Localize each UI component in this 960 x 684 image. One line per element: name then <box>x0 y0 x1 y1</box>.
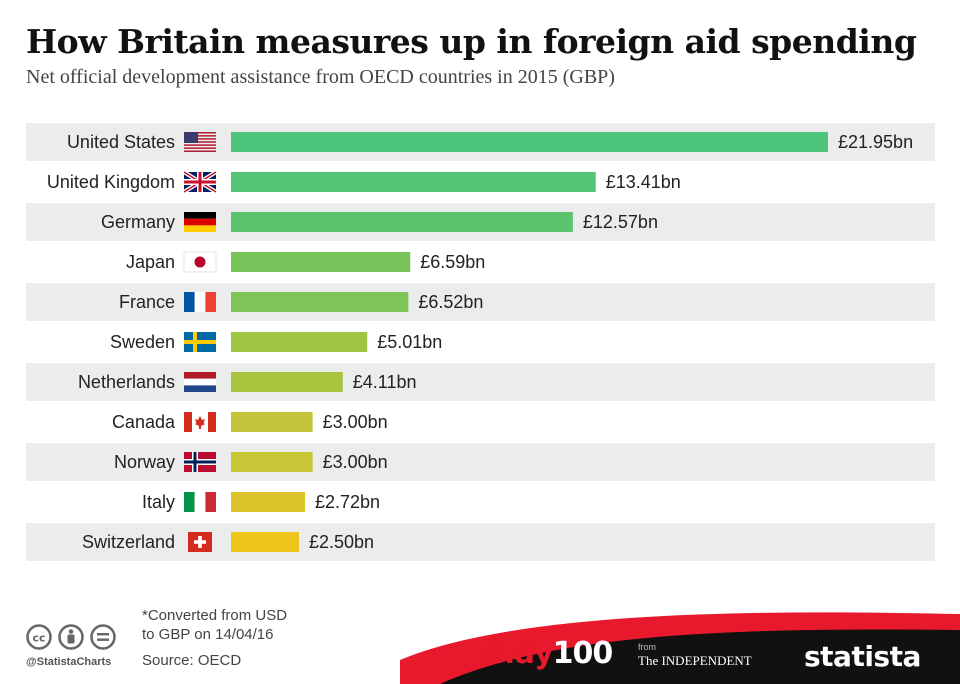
flag-part <box>184 378 216 386</box>
value-label: £6.59bn <box>420 252 485 272</box>
row-band <box>26 443 935 481</box>
note-line-2: to GBP on 14/04/16 <box>142 626 274 643</box>
sweden-flag-icon <box>184 332 216 352</box>
bar <box>231 492 305 512</box>
france-flag-icon <box>184 292 216 312</box>
flag-part <box>184 132 198 143</box>
category-label: Germany <box>101 212 175 232</box>
bar <box>231 452 313 472</box>
value-label: £13.41bn <box>606 172 681 192</box>
flag-part <box>184 372 216 379</box>
row-band <box>26 523 935 561</box>
value-label: £4.11bn <box>353 372 417 392</box>
statista-logo: statista <box>804 640 921 673</box>
indy-logo-number: 100 <box>552 636 614 671</box>
japan-flag-icon <box>183 251 217 273</box>
us-flag-icon <box>184 132 216 152</box>
flag-part <box>184 135 216 137</box>
flag-part <box>184 412 192 432</box>
germany-flag-icon <box>184 212 216 232</box>
indy100-logo: indy100 <box>484 636 614 671</box>
value-label: £2.72bn <box>315 492 380 512</box>
flag-part <box>184 218 216 226</box>
value-label: £21.95bn <box>838 132 913 152</box>
svg-text:cc: cc <box>32 632 45 645</box>
flag-part <box>184 492 195 512</box>
flag-part <box>184 460 216 464</box>
flag-part <box>184 292 195 312</box>
bar <box>231 412 313 432</box>
netherlands-flag-icon <box>184 372 216 392</box>
flag-part <box>194 256 206 268</box>
category-label: Italy <box>142 492 175 512</box>
flag-part <box>184 212 216 219</box>
flag-part <box>184 225 216 232</box>
from-label: from <box>638 642 656 652</box>
category-label: United States <box>67 132 175 152</box>
flag-part <box>184 144 216 146</box>
italy-flag-icon <box>184 492 216 512</box>
statista-handle: @StatistaCharts <box>26 656 112 668</box>
flag-part <box>184 180 216 184</box>
category-label: Norway <box>114 452 175 472</box>
category-label: Switzerland <box>82 532 175 552</box>
bar <box>231 212 573 232</box>
row-band <box>26 283 935 321</box>
brand-band <box>400 612 960 684</box>
value-label: £3.00bn <box>323 452 388 472</box>
value-label: £2.50bn <box>309 532 374 552</box>
norway-flag-icon <box>184 452 216 472</box>
indy-logo-text: indy <box>484 636 554 671</box>
conversion-note: *Converted from USD to GBP on 14/04/16 <box>142 606 287 644</box>
category-label: Canada <box>112 412 176 432</box>
independent-logo: The INDEPENDENT <box>638 653 752 668</box>
chart-title: How Britain measures up in foreign aid s… <box>26 22 917 61</box>
flag-part <box>205 492 216 512</box>
flag-part <box>184 147 216 149</box>
category-label: Sweden <box>110 332 175 352</box>
flag-part <box>194 540 206 544</box>
bar <box>231 172 596 192</box>
bar <box>231 132 828 152</box>
uk-flag-icon <box>182 170 218 194</box>
flag-part <box>184 150 216 152</box>
bar <box>231 252 411 272</box>
bar <box>231 332 368 352</box>
switzerland-flag-icon <box>188 532 212 552</box>
flag-part <box>184 132 216 134</box>
bar <box>231 532 299 552</box>
value-label: £6.52bn <box>418 292 483 312</box>
flag-part <box>195 416 205 429</box>
bar-chart: United States £21.95bn United Kingdom £13.4… <box>26 123 935 561</box>
value-label: £3.00bn <box>323 412 388 432</box>
category-label: France <box>119 292 175 312</box>
chart-subtitle: Net official development assistance from… <box>26 66 615 88</box>
canada-flag-icon <box>184 412 216 432</box>
flag-part <box>194 492 206 512</box>
flag-part <box>184 340 216 344</box>
flag-part <box>184 138 216 140</box>
value-label: £12.57bn <box>583 212 658 232</box>
note-line-1: *Converted from USD <box>142 607 288 624</box>
bar <box>231 372 343 392</box>
value-label: £5.01bn <box>377 332 442 352</box>
flag-part <box>184 385 216 392</box>
category-label: United Kingdom <box>47 172 175 192</box>
flag-part <box>205 292 216 312</box>
flag-part <box>194 292 206 312</box>
bar <box>231 292 409 312</box>
flag-part <box>208 412 216 432</box>
source-label: Source: OECD <box>142 652 242 669</box>
category-label: Netherlands <box>78 372 175 392</box>
flag-part <box>184 141 216 143</box>
creative-commons-icons: cc <box>26 624 116 650</box>
category-label: Japan <box>126 252 175 272</box>
row-band <box>26 363 935 401</box>
